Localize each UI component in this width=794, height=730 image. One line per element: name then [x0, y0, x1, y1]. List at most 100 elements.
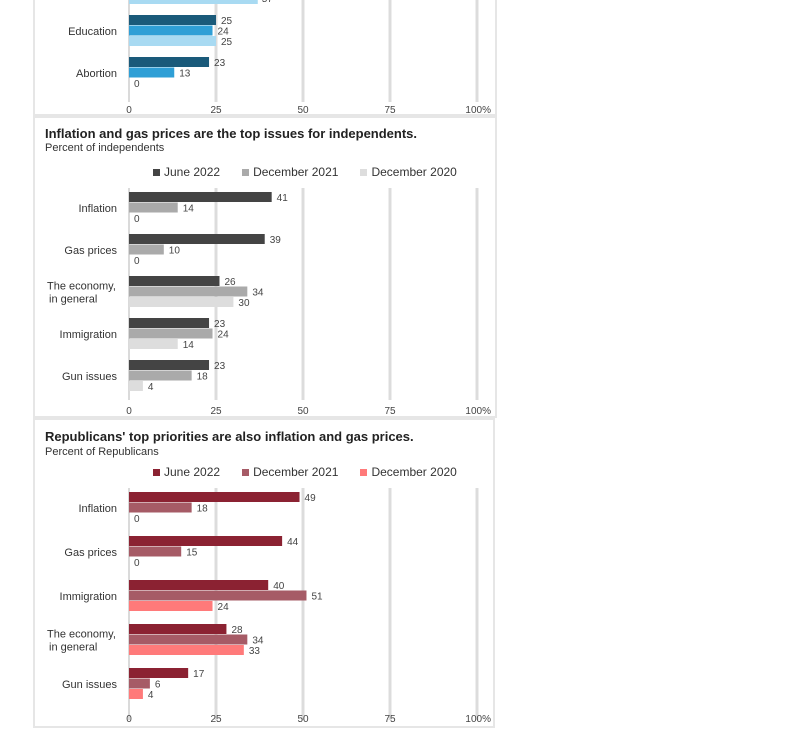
- category-label: Immigration: [60, 591, 117, 603]
- data-label: 26: [224, 277, 236, 288]
- bar: [129, 57, 210, 67]
- category-label: Gun issues: [62, 371, 118, 383]
- data-label: 44: [287, 537, 299, 548]
- data-label: 34: [252, 288, 264, 299]
- data-label: 24: [218, 330, 230, 341]
- data-label: 0: [134, 256, 140, 267]
- category-label: Gas prices: [64, 245, 117, 257]
- legend-swatch: [360, 468, 368, 476]
- bar: [129, 678, 150, 689]
- x-tick-label: 100%: [465, 105, 491, 116]
- bar: [129, 645, 244, 655]
- data-label: 24: [218, 27, 230, 38]
- data-label: 0: [134, 558, 140, 569]
- data-label: 18: [197, 504, 209, 515]
- bar: [129, 25, 213, 36]
- x-tick-label: 0: [126, 105, 132, 116]
- bar: [129, 689, 143, 699]
- category-label: in general: [49, 293, 97, 305]
- x-tick-label: 25: [210, 406, 222, 417]
- x-tick-label: 75: [384, 406, 396, 417]
- legend-swatch: [360, 168, 368, 176]
- chart-2-legend: June 2022 December 2021 December 2020: [153, 165, 479, 179]
- bar: [129, 381, 143, 391]
- bar: [129, 297, 234, 307]
- chart-2-subtitle: Percent of independents: [45, 142, 165, 154]
- bar: [129, 360, 210, 370]
- data-label: 51: [311, 592, 323, 603]
- category-label: Abortion: [76, 68, 117, 80]
- bar: [129, 36, 216, 46]
- category-label: The economy,: [47, 280, 116, 292]
- chart-3-subtitle: Percent of Republicans: [45, 446, 159, 458]
- data-label: 0: [134, 214, 140, 225]
- x-tick-label: 25: [210, 105, 222, 116]
- data-label: 0: [134, 79, 140, 90]
- x-tick-label: 75: [384, 105, 396, 116]
- chart-1-svg: 0255075100%57Education252425Abortion2313…: [68, 0, 491, 116]
- data-label: 10: [169, 246, 181, 257]
- category-label: Inflation: [78, 503, 117, 515]
- data-label: 14: [183, 204, 195, 215]
- data-label: 23: [214, 361, 226, 372]
- data-label: 13: [179, 69, 191, 80]
- bar: [129, 590, 307, 601]
- bar: [129, 339, 178, 349]
- legend-swatch: [153, 468, 160, 476]
- data-label: 28: [231, 625, 243, 636]
- bar: [129, 502, 192, 513]
- legend-label: December 2021: [253, 465, 339, 479]
- chart-3-legend: June 2022 December 2021 December 2020: [153, 465, 479, 479]
- bar: [129, 15, 216, 25]
- bar: [129, 601, 213, 611]
- bar: [129, 244, 164, 255]
- legend-item: June 2022: [153, 165, 220, 179]
- x-tick-label: 100%: [465, 406, 491, 417]
- bar: [129, 546, 182, 557]
- legend-swatch: [242, 168, 250, 176]
- data-label: 25: [221, 16, 233, 27]
- x-tick-label: 50: [297, 105, 309, 116]
- chart-panel-2: Inflation and gas prices are the top iss…: [33, 116, 497, 418]
- legend-item: December 2021: [242, 165, 338, 179]
- data-label: 14: [183, 340, 195, 351]
- data-label: 41: [277, 193, 289, 204]
- bar: [129, 634, 248, 645]
- legend-label: June 2022: [164, 165, 221, 179]
- data-label: 18: [197, 372, 209, 383]
- category-label: Gas prices: [64, 547, 117, 559]
- legend-swatch: [153, 168, 160, 176]
- data-label: 25: [221, 37, 233, 48]
- legend-item: December 2020: [360, 465, 457, 479]
- x-tick-label: 0: [126, 406, 132, 417]
- chart-2-title: Inflation and gas prices are the top iss…: [45, 126, 418, 141]
- bar: [129, 192, 272, 202]
- chart-2-svg: 0 25 50 75 100% Inflation 41 14 0 Gas prices 39 10 0…: [47, 188, 491, 417]
- category-label: in general: [49, 641, 97, 653]
- bar: [129, 668, 189, 678]
- bar: [129, 234, 265, 244]
- data-label: 40: [273, 581, 285, 592]
- data-label: 17: [193, 669, 205, 680]
- bar: [129, 536, 283, 546]
- bar: [129, 624, 227, 634]
- category-label: Education: [68, 26, 117, 38]
- data-label: 6: [155, 680, 161, 691]
- data-label: 49: [305, 493, 317, 504]
- data-label: 15: [186, 548, 198, 559]
- chart-3-title: Republicans' top priorities are also inf…: [45, 429, 414, 444]
- bar: [129, 202, 178, 213]
- category-label: Inflation: [78, 203, 117, 215]
- data-label: 4: [148, 382, 154, 393]
- data-label: 24: [218, 602, 230, 613]
- legend-label: December 2020: [371, 165, 457, 179]
- data-label: 0: [134, 514, 140, 525]
- data-label: 4: [148, 690, 154, 701]
- data-label: 23: [214, 58, 226, 69]
- bar: [129, 67, 175, 78]
- legend-item: June 2022: [153, 465, 220, 479]
- x-tick-label: 50: [297, 406, 309, 417]
- data-label: 34: [252, 636, 264, 647]
- data-label: 33: [249, 646, 261, 657]
